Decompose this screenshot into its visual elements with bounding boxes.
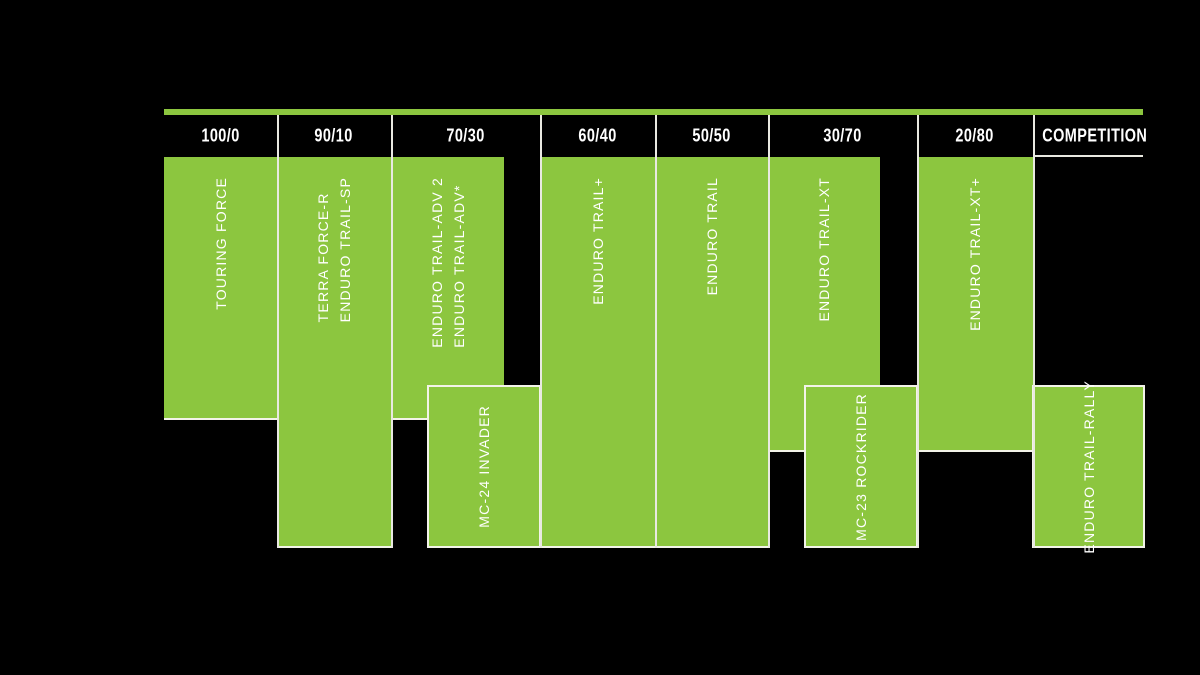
header-cell-competition: COMPETITION — [1033, 115, 1147, 157]
column-separator — [917, 115, 919, 548]
range-scale-bar — [164, 109, 1143, 115]
column-separator — [540, 115, 542, 548]
header-cell-50-50: 50/50 — [655, 115, 768, 157]
competition-header-underline — [1033, 155, 1143, 157]
product-box-enduro-trail-xt-plus: ENDURO TRAIL-XT+ — [917, 157, 1033, 452]
header-label: 100/0 — [201, 125, 240, 146]
header-cell-60-40: 60/40 — [540, 115, 655, 157]
product-box-enduro-trail-adv: ENDURO TRAIL-ADV 2 ENDURO TRAIL-ADV* — [391, 157, 504, 420]
column-separator — [277, 115, 279, 548]
product-box-terra-force-r: TERRA FORCE-R ENDURO TRAIL-SP — [277, 157, 391, 548]
product-label: ENDURO TRAIL — [703, 177, 720, 296]
header-label: 20/80 — [955, 125, 995, 146]
column-separator — [391, 115, 393, 548]
product-label: ENDURO TRAIL-ADV 2 ENDURO TRAIL-ADV* — [428, 177, 467, 348]
column-separator — [1033, 115, 1035, 548]
header-label: 50/50 — [692, 125, 731, 146]
product-box-enduro-trail-plus: ENDURO TRAIL+ — [540, 157, 655, 548]
header-label: 90/10 — [314, 125, 354, 146]
product-label: ENDURO TRAIL-XT — [816, 177, 832, 322]
header-cell-70-30: 70/30 — [391, 115, 540, 157]
header-cell-90-10: 90/10 — [277, 115, 391, 157]
product-box-mc-24-invader: MC-24 INVADER — [427, 385, 541, 548]
product-box-mc-23-rockrider: MC-23 ROCKRIDER — [804, 385, 918, 548]
product-label: ENDURO TRAIL-XT+ — [967, 177, 983, 331]
header-label: 60/40 — [578, 125, 617, 146]
column-separator — [655, 115, 657, 548]
product-label: MC-23 ROCKRIDER — [853, 392, 869, 541]
product-box-touring-force: TOURING FORCE — [164, 157, 277, 420]
product-box-enduro-trail: ENDURO TRAIL — [655, 157, 768, 548]
product-box-enduro-trail-rally: ENDURO TRAIL-RALLY — [1032, 380, 1145, 553]
header-label: 70/30 — [446, 125, 485, 146]
product-label: TOURING FORCE — [212, 177, 229, 310]
header-cell-100-0: 100/0 — [164, 115, 277, 157]
product-label: TERRA FORCE-R ENDURO TRAIL-SP — [315, 177, 353, 323]
header-cell-30-70: 30/70 — [768, 115, 917, 157]
product-label: ENDURO TRAIL-RALLY — [1080, 379, 1097, 554]
column-separator — [768, 115, 770, 548]
product-label: MC-24 INVADER — [476, 405, 492, 528]
header-cell-20-80: 20/80 — [917, 115, 1033, 157]
header-label: COMPETITION — [1042, 125, 1148, 146]
product-label: ENDURO TRAIL+ — [589, 177, 606, 305]
header-label: 30/70 — [823, 125, 862, 146]
